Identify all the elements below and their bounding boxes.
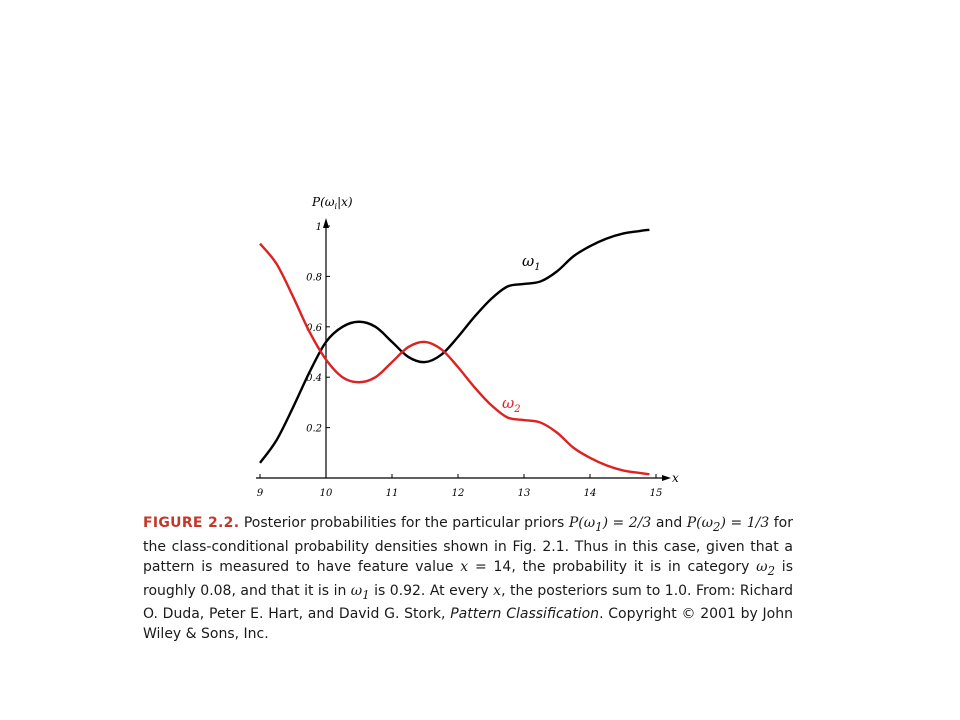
- caption-text-7: . Copyright © 2001 by John Wiley & Sons,…: [143, 606, 793, 643]
- series-label-omega1: ω1: [522, 252, 541, 273]
- caption-math-omega2: ω2: [756, 558, 776, 578]
- series-line-omega2: [259, 242, 650, 476]
- caption-math-x: x: [460, 558, 469, 575]
- y-tick-group: 0.2 0.4 0.6 0.8 1: [306, 222, 330, 435]
- y-axis-title: P(ωi|x): [311, 195, 353, 211]
- figure-caption: FIGURE 2.2. Posterior probabilities for …: [143, 513, 793, 644]
- y-tick-label: 0.4: [306, 373, 322, 384]
- caption-book-title: Pattern Classification: [450, 606, 600, 623]
- posterior-probability-chart: 0.2 0.4 0.6 0.8 1 9 10 11 12 13 14 15 P(ωi|x) x ω1…: [256, 195, 679, 499]
- y-tick-label: 1: [316, 222, 322, 233]
- x-tick-label: 13: [518, 488, 531, 499]
- x-axis-arrow: [662, 475, 671, 481]
- series-label-omega2: ω2: [502, 394, 521, 415]
- x-tick-label: 14: [584, 488, 597, 499]
- x-axis-title: x: [672, 471, 679, 485]
- caption-text-4: is roughly 0.08, and that it is in: [143, 558, 793, 599]
- caption-text-3: for the class-conditional probability de…: [143, 515, 794, 575]
- caption-text-3b: = 14, the probability it is in category: [468, 558, 757, 575]
- caption-math-omega1: ω1: [350, 582, 370, 602]
- x-tick-label: 11: [386, 488, 399, 499]
- caption-text-1: Posterior probabilities for the particul…: [239, 515, 569, 531]
- caption-text-6: , the posteriors sum to 1.0. From: Richa…: [143, 582, 793, 623]
- x-tick-label: 10: [320, 488, 333, 499]
- caption-text-5: is 0.92. At every: [369, 582, 494, 599]
- caption-math-x2: x: [493, 582, 502, 599]
- figure-label: FIGURE 2.2.: [143, 515, 240, 531]
- caption-text-2: and: [651, 515, 687, 531]
- caption-math-p-omega2: P(ω2) = 1/3: [686, 515, 770, 534]
- y-tick-label: 0.8: [306, 272, 322, 283]
- y-tick-label: 0.6: [306, 323, 323, 334]
- series-group: [259, 228, 650, 476]
- x-tick-label: 15: [650, 488, 663, 499]
- x-tick-label: 12: [452, 488, 465, 499]
- x-tick-label: 9: [257, 488, 264, 499]
- series-line-omega1: [259, 228, 650, 464]
- x-tick-group: 9 10 11 12 13 14 15: [257, 474, 663, 499]
- y-tick-label: 0.2: [306, 424, 322, 435]
- caption-math-p-omega1: P(ω1) = 2/3: [568, 515, 652, 534]
